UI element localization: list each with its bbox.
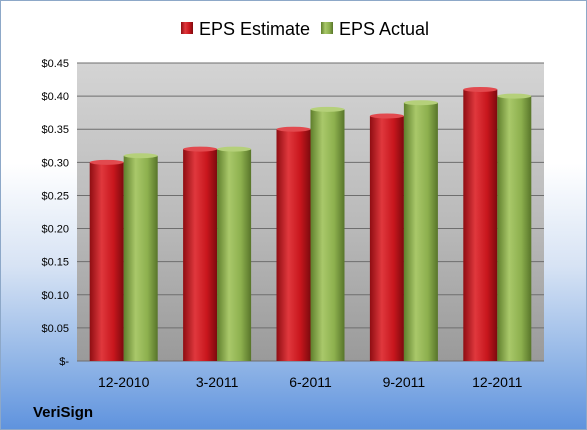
bar-estimate-6-2011	[276, 129, 311, 361]
bar-estimate-12-2011	[463, 89, 498, 361]
y-tick-label: $0.30	[41, 157, 69, 169]
y-tick-label: $0.40	[41, 91, 69, 103]
bars	[89, 86, 532, 361]
bar-cap	[123, 153, 158, 159]
x-axis-categories: 12-2010 3-2011 6-2011 9-2011 12-2011	[98, 374, 523, 390]
bar-cap	[369, 113, 404, 119]
bar-actual-12-2011	[497, 96, 532, 361]
bar-cap	[183, 146, 218, 152]
bar-cap	[217, 146, 252, 152]
company-name: VeriSign	[33, 404, 94, 421]
legend-swatch-actual	[321, 22, 333, 34]
bar-actual-12-2010	[123, 155, 158, 361]
legend-swatch-estimate	[181, 22, 193, 34]
x-category-label: 12-2011	[472, 374, 523, 390]
x-category-label: 6-2011	[289, 374, 332, 390]
bar-estimate-12-2010	[89, 162, 124, 361]
bar-estimate-3-2011	[183, 149, 218, 361]
y-tick-label: $0.45	[41, 58, 69, 70]
bar-estimate-9-2011	[369, 115, 404, 361]
y-tick-label: $0.10	[41, 290, 69, 302]
bar-cap	[497, 93, 532, 99]
legend-label-estimate: EPS Estimate	[199, 19, 310, 39]
bar-cap	[89, 159, 124, 165]
bar-actual-6-2011	[310, 109, 345, 361]
bar-cap	[463, 86, 498, 92]
x-category-label: 9-2011	[383, 374, 426, 390]
y-tick-label: $0.25	[41, 190, 69, 202]
y-axis-ticks: $- $0.05 $0.10 $0.15 $0.20 $0.25 $0.30 $0.35 $0.…	[41, 58, 69, 368]
legend-label-actual: EPS Actual	[339, 19, 429, 39]
bar-cap	[276, 126, 311, 132]
bar-cap	[403, 100, 438, 106]
y-tick-label: $0.20	[41, 224, 69, 236]
y-tick-label: $0.35	[41, 124, 69, 136]
y-tick-label: $0.15	[41, 257, 69, 269]
x-category-label: 12-2010	[98, 374, 150, 390]
legend: EPS Estimate EPS Actual	[181, 19, 429, 39]
y-tick-label: $0.05	[41, 323, 69, 335]
x-category-label: 3-2011	[196, 374, 239, 390]
y-tick-label: $-	[59, 356, 69, 368]
bar-cap	[310, 106, 345, 112]
bar-actual-9-2011	[403, 102, 438, 361]
bar-actual-3-2011	[217, 149, 252, 361]
